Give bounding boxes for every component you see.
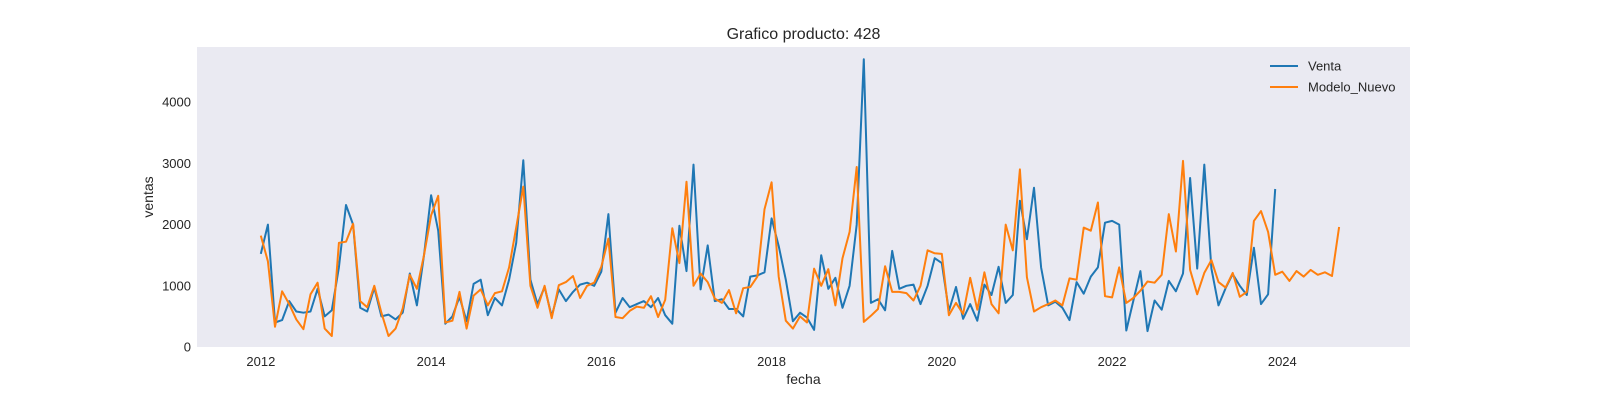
y-tick-label: 0 [184, 340, 191, 355]
y-axis-label: ventas [140, 176, 156, 217]
y-tick-label: 3000 [162, 156, 191, 171]
series-line-venta [259, 58, 1277, 333]
x-tick-label: 2022 [1098, 354, 1127, 369]
chart-title: Grafico producto: 428 [727, 26, 881, 43]
series-line-modelo-nuevo [259, 159, 1341, 337]
y-tick-label: 4000 [162, 95, 191, 110]
x-tick-label: 2024 [1268, 354, 1297, 369]
legend-label-modelo-nuevo: Modelo_Nuevo [1308, 80, 1395, 95]
x-tick-label: 2018 [757, 354, 786, 369]
legend-label-venta: Venta [1308, 59, 1342, 74]
y-tick-label: 1000 [162, 278, 191, 293]
x-axis-label: fecha [786, 371, 820, 387]
series-lines [259, 58, 1341, 337]
plot-area [197, 47, 1410, 347]
legend: Venta Modelo_Nuevo [1270, 59, 1395, 95]
x-tick-label: 2012 [246, 354, 275, 369]
x-tick-label: 2020 [927, 354, 956, 369]
axis-ticks: 2012 2014 2016 2018 2020 2022 2024 0 1000 2000 300… [162, 95, 1297, 369]
y-tick-label: 2000 [162, 217, 191, 232]
x-tick-label: 2014 [417, 354, 446, 369]
x-tick-label: 2016 [587, 354, 616, 369]
